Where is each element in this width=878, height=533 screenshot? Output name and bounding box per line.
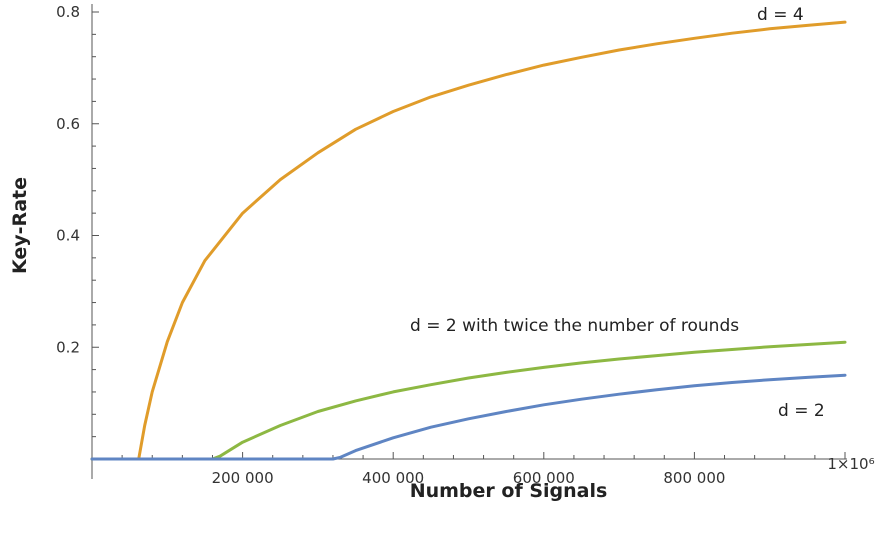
series-annotations: d = 4 d = 2 with twice the number of rou… (410, 5, 825, 421)
axis-titles: Number of Signals Key-Rate (9, 177, 607, 502)
annotation-d2: d = 2 (778, 401, 825, 421)
series-line-0 (90, 20, 847, 461)
y-tick-label: 0.8 (56, 3, 80, 21)
x-tick-label: 400 000 (362, 469, 424, 487)
ticks: 0.2 0.4 0.6 0.8 200 000 400 000 600 000 800 000… (56, 3, 874, 487)
series-line-1 (90, 340, 847, 461)
x-tick-label: 1×10⁶ (827, 455, 874, 473)
y-tick-label: 0.6 (56, 115, 80, 133)
x-tick-label: 800 000 (663, 469, 725, 487)
x-axis-title: Number of Signals (410, 480, 608, 502)
x-tick-label: 200 000 (212, 469, 274, 487)
y-tick-label: 0.4 (56, 227, 80, 245)
x-tick-label: 600 000 (513, 469, 575, 487)
y-tick-label: 0.2 (56, 338, 80, 356)
y-axis-title: Key-Rate (9, 177, 31, 274)
axes (91, 4, 847, 479)
annotation-d2-twice-rounds: d = 2 with twice the number of rounds (410, 316, 739, 336)
series-line-2 (90, 373, 847, 461)
series-lines (90, 20, 847, 461)
annotation-d4: d = 4 (757, 5, 804, 25)
